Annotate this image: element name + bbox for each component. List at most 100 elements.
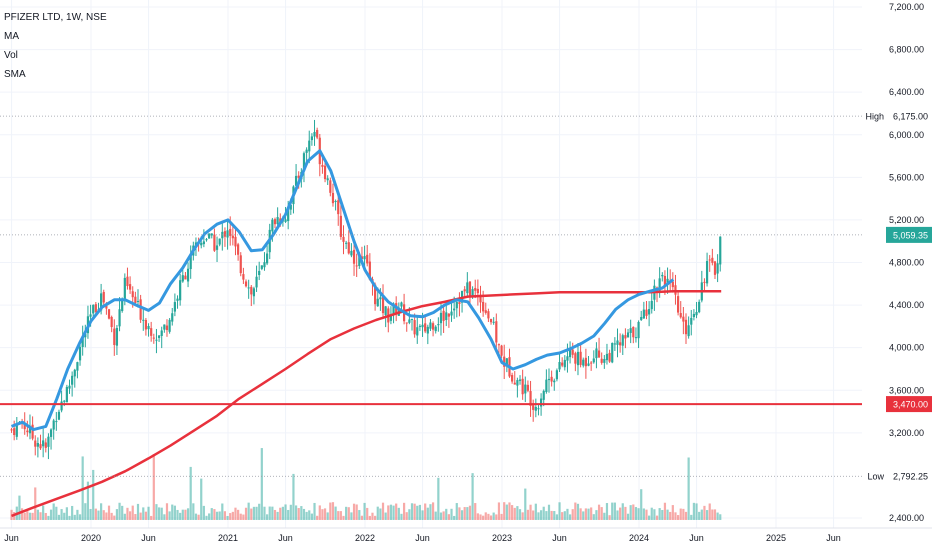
candle-body [234,236,237,247]
legend-title[interactable]: PFIZER LTD, 1W, NSE [4,12,107,23]
volume-bar [421,510,424,520]
candle-body [131,291,134,298]
candle-body [468,281,472,296]
candle-body [568,348,572,358]
legend-item-sma[interactable]: SMA [4,69,26,80]
volume-bar [18,495,21,520]
volume-bar [568,514,572,520]
volume-bar [558,502,561,520]
legend-item-vol[interactable]: Vol [4,50,18,61]
candle-body [521,378,524,395]
volume-bar [663,502,667,520]
volume-bar [471,473,474,520]
volume-bar [218,511,221,520]
candle-body [703,281,706,283]
volume-bar [31,512,34,520]
candle-body [658,278,661,291]
candle-body [126,276,129,287]
volume-bar [316,515,319,520]
candle-body [163,324,166,330]
volume-bar [576,503,580,520]
volume-bar [650,507,653,520]
volume-bar [397,507,400,520]
legend-item-ma[interactable]: MA [4,31,19,42]
volume-bar [603,512,606,520]
candle-body [49,429,53,437]
volume-bar [661,510,664,520]
volume-bar [458,507,461,520]
volume-bar [279,507,282,520]
volume-bar [258,503,261,520]
candle-body [550,376,553,382]
candle-body [431,323,435,330]
volume-bar [402,502,406,520]
volume-bar [36,509,39,520]
volume-bar [524,488,527,520]
candle-body [287,208,290,222]
candle-body [421,324,424,328]
candle-body [334,201,337,203]
candle-body [619,342,622,346]
volume-bar [297,508,300,520]
volume-bar [624,506,627,520]
volume-bar [479,514,482,520]
candle-body [107,309,111,319]
volume-bar [374,515,377,520]
price-tick-label: 4,400.00 [889,300,924,310]
volume-bar [516,506,519,520]
volume-bar [323,508,327,520]
candle-body [434,326,437,332]
candle-body [537,408,540,410]
volume-bar [634,507,638,520]
candle-body [571,349,574,355]
candle-body [582,359,585,366]
volume-bar [71,505,74,520]
candle-body [579,351,582,365]
volume-bar [165,503,169,520]
candle-body [26,430,29,433]
candle-body [497,344,501,346]
candle-body [100,293,103,311]
volume-bar [242,514,245,520]
volume-bar [271,506,274,520]
volume-bar [682,508,685,520]
candle-body [474,288,477,291]
volume-bar [716,512,719,520]
candle-body [68,385,71,389]
last-price-tag-bg [886,226,932,243]
volume-bar [268,506,271,520]
indicator-lines [0,115,862,518]
volume-bar [49,509,53,520]
candle-body [605,353,609,361]
candle-body [640,316,643,320]
volume-bar [708,503,711,520]
candle-body [226,230,229,238]
volume-bar [590,507,593,520]
candle-body [719,236,722,265]
price-axis[interactable]: 7,200.00 6,800.00 6,400.00 6,000.00 5,600.00… [889,2,924,523]
volume-bar [371,512,374,520]
volume-bar [692,502,696,520]
candle-body [532,403,535,410]
candle-body [215,245,219,250]
volume-bar [489,515,493,520]
candle-body [115,327,119,346]
candle-body [492,321,495,323]
volume-bar [637,508,640,520]
candle-body [136,300,140,302]
candle-body [202,241,205,245]
candle-body [363,256,366,260]
candle-body [708,259,711,261]
candle-body [545,379,548,393]
volume-bar [105,512,108,520]
candle-body [289,204,292,210]
candle-body [105,304,108,309]
time-axis[interactable]: Jun 2020 Jun 2021 Jun 2022 Jun 2023 Jun 2024 Jun 20… [4,533,841,543]
volume-bar [313,502,316,520]
volume-bar [700,509,703,520]
volume-bar [113,515,116,520]
volume-bar [226,515,229,520]
volume-bar [621,503,624,520]
candle-body [366,254,369,264]
